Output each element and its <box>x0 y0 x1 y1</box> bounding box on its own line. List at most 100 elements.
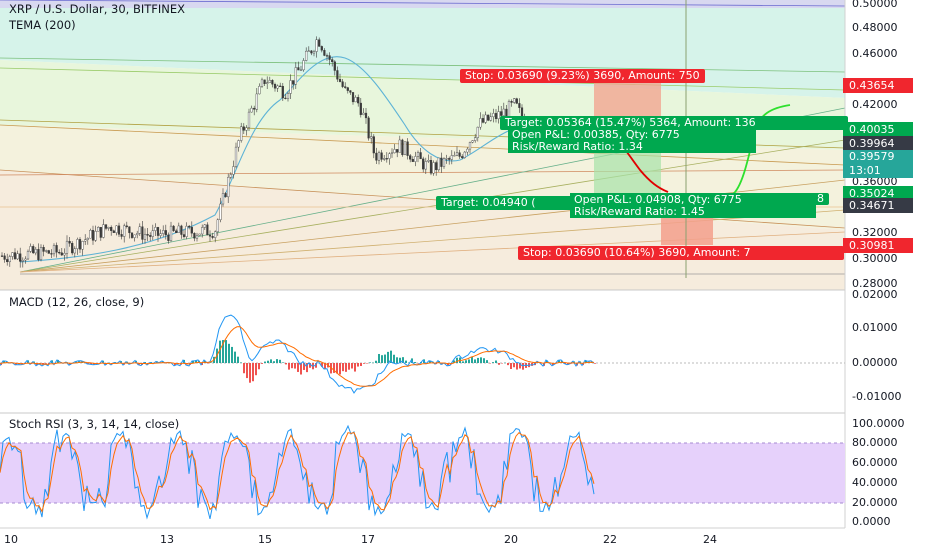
tema-indicator-label[interactable]: TEMA (200) <box>9 18 76 32</box>
candle <box>216 219 219 232</box>
stoch-d-line <box>0 432 595 513</box>
macd-histogram-bar <box>369 362 371 363</box>
macd-histogram-bar <box>258 363 260 370</box>
long-target-label[interactable]: Target: 0.04940 ( <box>436 196 578 210</box>
candle <box>167 234 170 241</box>
candle <box>437 157 440 171</box>
candle <box>466 148 469 153</box>
stoch-k-line <box>0 424 595 520</box>
candle <box>297 67 300 71</box>
macd-histogram-bar <box>465 360 467 363</box>
macd-histogram-bar <box>387 351 389 363</box>
macd-histogram-bar <box>498 363 500 365</box>
candle <box>323 50 326 56</box>
candle <box>481 118 485 123</box>
short-risk-reward-label[interactable]: Risk/Reward Ratio: 1.34 <box>508 140 756 153</box>
macd-histogram-bar <box>360 363 362 367</box>
macd-histogram-bar <box>453 360 455 363</box>
candle <box>89 230 92 239</box>
macd-histogram-bar <box>402 357 404 363</box>
price-tick: 0.32000 <box>852 226 898 239</box>
candle <box>164 230 167 236</box>
macd-histogram-bar <box>375 360 377 363</box>
candle <box>63 253 66 256</box>
candle <box>193 233 196 239</box>
macd-histogram-bar <box>15 363 17 365</box>
candle <box>39 247 43 261</box>
macd-histogram-bar <box>540 363 542 364</box>
candle <box>333 61 336 71</box>
candle <box>286 93 290 99</box>
price-candles <box>0 36 560 268</box>
candle <box>284 97 287 100</box>
candle <box>97 227 100 232</box>
macd-histogram-bar <box>288 363 290 370</box>
time-tick: 13 <box>160 533 174 546</box>
candle <box>229 174 232 178</box>
macd-histogram-bar <box>246 363 248 379</box>
candle <box>162 230 165 234</box>
time-tick: 24 <box>703 533 717 546</box>
short-target-label[interactable]: Target: 0.05364 (15.47%) 5364, Amount: 1… <box>500 116 848 130</box>
time-tick: 22 <box>603 533 617 546</box>
macd-histogram-bar <box>363 363 365 364</box>
long-risk-reward-label[interactable]: Risk/Reward Ratio: 1.45 <box>570 205 816 218</box>
short-open-pnl-label[interactable]: Open P&L: 0.00385, Qty: 6775 <box>508 128 756 141</box>
macd-histogram-bar <box>333 363 335 373</box>
candle <box>221 193 225 205</box>
candle <box>76 239 79 249</box>
macd-histogram-bar <box>45 363 47 364</box>
macd-signal-line <box>0 326 595 387</box>
candle <box>328 55 331 60</box>
macd-histogram-bar <box>234 351 236 363</box>
candle <box>149 235 152 237</box>
time-tick: 20 <box>504 533 518 546</box>
macd-histogram-bar <box>336 363 338 374</box>
macd-histogram-bar <box>267 360 269 363</box>
candle <box>385 158 388 160</box>
stoch-rsi-pane-title[interactable]: Stoch RSI (3, 3, 14, 14, close) <box>9 417 180 431</box>
time-tick: 15 <box>258 533 272 546</box>
candle <box>354 97 357 103</box>
candle <box>416 152 420 157</box>
candle <box>507 101 511 117</box>
candle <box>107 227 110 229</box>
candle <box>424 161 427 170</box>
macd-histogram-bar <box>237 356 239 363</box>
macd-histogram-bar <box>228 343 230 363</box>
long-open-pnl-label[interactable]: Open P&L: 0.04908, Qty: 6775 <box>570 193 816 206</box>
macd-histogram-bar <box>489 363 491 364</box>
candle <box>58 252 61 254</box>
short-stop-label[interactable]: Stop: 0.03690 (9.23%) 3690, Amount: 750 <box>460 69 705 83</box>
candle <box>341 81 344 87</box>
macd-histogram-bar <box>516 363 518 370</box>
macd-histogram-bar <box>261 363 263 364</box>
candle <box>37 249 40 261</box>
macd-histogram-bar <box>522 363 524 370</box>
macd-pane-title[interactable]: MACD (12, 26, close, 9) <box>9 295 145 309</box>
candle <box>409 155 412 160</box>
macd-histogram-bar <box>447 363 449 366</box>
long-stop-label[interactable]: Stop: 0.03690 (10.64%) 3690, Amount: 7 <box>518 246 844 260</box>
candle <box>19 253 22 262</box>
macd-histogram-bar <box>417 363 419 364</box>
candle <box>115 225 118 233</box>
candle <box>411 159 414 162</box>
macd-histogram-bar <box>279 359 281 363</box>
candle <box>172 225 175 231</box>
macd-histogram-bar <box>195 360 197 363</box>
chart-symbol-title[interactable]: XRP / U.S. Dollar, 30, BITFINEX <box>9 2 186 16</box>
macd-histogram-bar <box>252 363 254 382</box>
candle <box>182 234 186 237</box>
macd-histogram-bar <box>495 360 497 363</box>
macd-histogram-bar <box>207 363 209 364</box>
candle <box>492 113 495 118</box>
macd-histogram-bar <box>273 361 275 363</box>
candle <box>123 225 126 237</box>
macd-histogram-bar <box>270 359 272 363</box>
candle <box>315 39 318 52</box>
candle <box>318 39 321 47</box>
macd-histogram-bar <box>357 363 359 367</box>
macd-histogram-bar <box>339 363 341 375</box>
candle <box>146 233 149 236</box>
